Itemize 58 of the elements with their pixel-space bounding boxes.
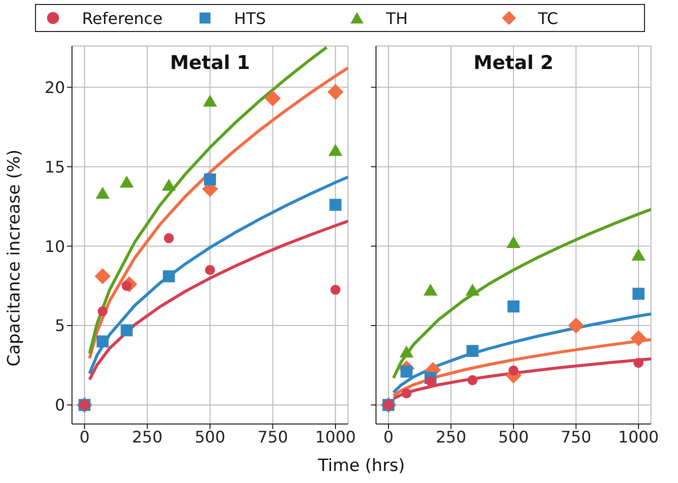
point xyxy=(630,330,646,346)
point xyxy=(568,318,584,334)
x-tick-label: 0 xyxy=(79,427,90,446)
point xyxy=(402,388,412,398)
point xyxy=(426,376,436,386)
legend-label: TC xyxy=(538,8,558,28)
point xyxy=(330,284,340,295)
point xyxy=(424,284,438,296)
point xyxy=(120,176,134,188)
x-tick-label: 1000 xyxy=(315,427,356,446)
point xyxy=(328,144,342,156)
point xyxy=(468,375,478,386)
x-tick-label: 0 xyxy=(383,427,394,446)
line-series xyxy=(88,220,348,382)
point xyxy=(164,233,174,244)
point xyxy=(205,264,215,275)
y-tick-label: 0 xyxy=(54,396,65,415)
point xyxy=(204,173,216,186)
point xyxy=(120,324,133,336)
point xyxy=(506,236,520,248)
point xyxy=(327,84,344,100)
point xyxy=(264,90,281,106)
legend-label: Reference xyxy=(82,8,163,28)
line-series xyxy=(88,176,348,375)
point xyxy=(632,288,644,300)
point xyxy=(98,306,108,316)
y-tick-label: 15 xyxy=(44,157,65,176)
legend-label: TH xyxy=(386,8,408,28)
legend-label: HTS xyxy=(234,8,266,28)
point xyxy=(466,344,478,357)
x-tick-label: 750 xyxy=(560,427,592,446)
chart-title: Metal 2 xyxy=(472,52,555,74)
point xyxy=(632,248,646,261)
x-axis-title: Time (hrs) xyxy=(317,456,406,476)
point xyxy=(400,366,412,378)
point xyxy=(94,268,111,284)
x-tick-label: 250 xyxy=(436,427,466,446)
point xyxy=(329,198,342,211)
point xyxy=(466,284,480,296)
y-tick-label: 5 xyxy=(54,316,65,336)
point xyxy=(96,335,109,348)
x-tick-label: 250 xyxy=(132,427,163,446)
x-tick-label: 500 xyxy=(194,427,226,446)
point xyxy=(96,186,110,199)
x-tick-label: 500 xyxy=(498,427,529,446)
point xyxy=(400,346,414,358)
point xyxy=(162,270,175,282)
x-tick-label: 1000 xyxy=(618,427,659,446)
point xyxy=(634,358,644,368)
y-tick-label: 10 xyxy=(44,236,65,256)
point xyxy=(508,300,520,312)
point xyxy=(162,178,176,191)
chart-title: Metal 1 xyxy=(168,52,252,74)
x-tick-label: 750 xyxy=(257,427,288,446)
point xyxy=(203,94,217,107)
y-tick-label: 20 xyxy=(44,78,65,97)
point xyxy=(508,365,518,376)
y-axis-title: Capacitance increase (%) xyxy=(5,149,26,367)
